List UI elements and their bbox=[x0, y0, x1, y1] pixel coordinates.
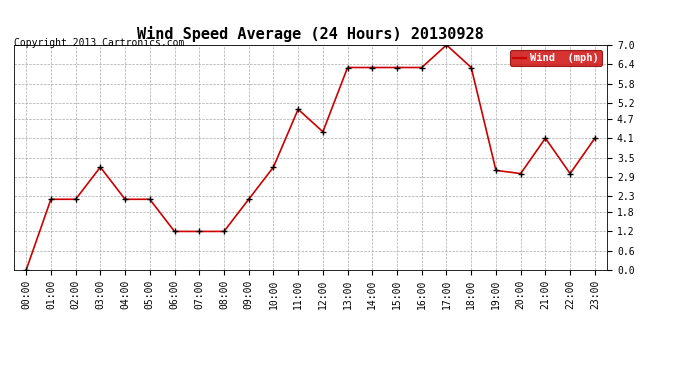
Title: Wind Speed Average (24 Hours) 20130928: Wind Speed Average (24 Hours) 20130928 bbox=[137, 27, 484, 42]
Text: Copyright 2013 Cartronics.com: Copyright 2013 Cartronics.com bbox=[14, 38, 184, 48]
Legend: Wind  (mph): Wind (mph) bbox=[511, 50, 602, 66]
